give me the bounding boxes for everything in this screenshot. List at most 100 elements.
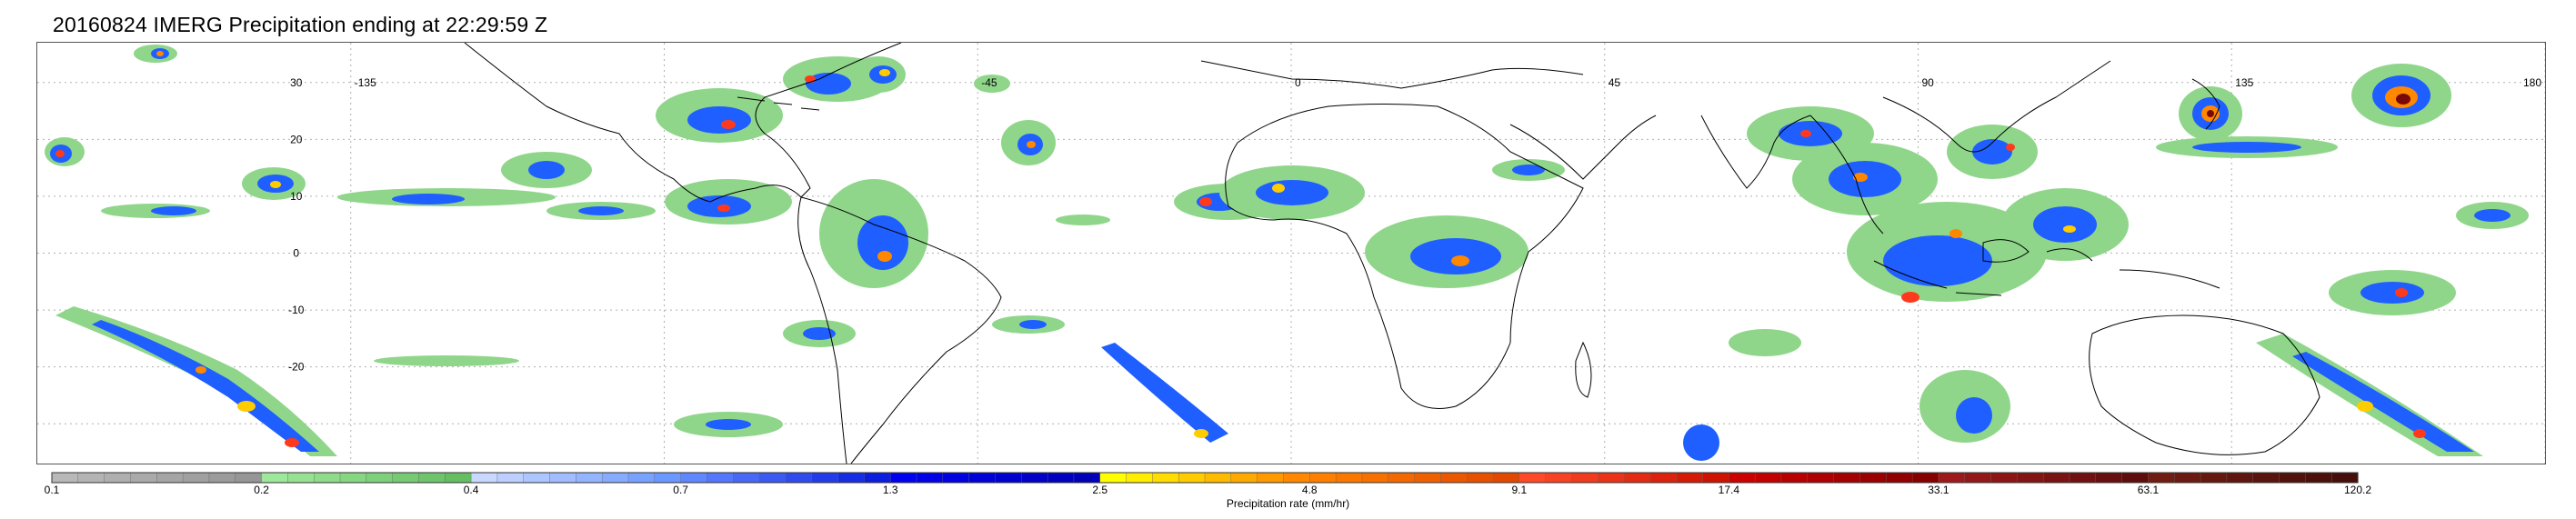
colorbar-tick-label: 0.7 bbox=[673, 484, 688, 496]
colorbar-swatch bbox=[1178, 472, 1206, 484]
colorbar-tick-label: 17.4 bbox=[1719, 484, 1740, 496]
colorbar-swatch bbox=[680, 472, 708, 484]
colorbar-swatch bbox=[707, 472, 734, 484]
longitude-label: 0 bbox=[1295, 76, 1301, 89]
colorbar-swatch bbox=[968, 472, 997, 484]
longitude-label: 45 bbox=[1609, 76, 1621, 89]
colorbar-swatch bbox=[445, 472, 472, 484]
colorbar-swatch bbox=[2069, 472, 2097, 484]
colorbar-swatch bbox=[1964, 472, 1992, 484]
colorbar-tick-labels: 0.1 0.2 0.4 0.7 1.3 2.5 4.8 9.1 17.4 33.1 63.1 120.… bbox=[45, 484, 2372, 496]
colorbar-swatch bbox=[1257, 472, 1285, 484]
colorbar-swatch bbox=[182, 472, 210, 484]
colorbar-tick-label: 1.3 bbox=[883, 484, 898, 496]
colorbar-swatch bbox=[208, 472, 236, 484]
latitude-label: 30 bbox=[290, 76, 303, 89]
colorbar-swatch bbox=[1676, 472, 1704, 484]
longitude-label: 90 bbox=[1922, 76, 1935, 89]
colorbar-swatch bbox=[104, 472, 132, 484]
colorbar-swatch bbox=[1754, 472, 1782, 484]
colorbar-swatch bbox=[1519, 472, 1547, 484]
colorbar-swatches bbox=[51, 472, 2359, 484]
colorbar-swatch bbox=[942, 472, 970, 484]
colorbar-swatch bbox=[496, 472, 525, 484]
colorbar-swatch bbox=[1099, 472, 1128, 484]
colorbar-swatch bbox=[418, 472, 446, 484]
map-title: 20160824 IMERG Precipitation ending at 2… bbox=[53, 13, 548, 36]
colorbar-swatch bbox=[654, 472, 682, 484]
colorbar-swatch bbox=[1833, 472, 1861, 484]
colorbar-swatch bbox=[2042, 472, 2070, 484]
colorbar-swatch bbox=[1335, 472, 1363, 484]
colorbar-swatch bbox=[366, 472, 394, 484]
colorbar-swatch bbox=[733, 472, 760, 484]
colorbar-swatch bbox=[156, 472, 184, 484]
colorbar-swatch bbox=[2330, 472, 2359, 484]
colorbar-swatch bbox=[313, 472, 341, 484]
colorbar-swatch bbox=[1702, 472, 1729, 484]
colorbar-swatch bbox=[627, 472, 656, 484]
colorbar-swatch bbox=[1623, 472, 1651, 484]
colorbar-tick-label: 63.1 bbox=[2138, 484, 2160, 496]
colorbar-swatch bbox=[1598, 472, 1625, 484]
colorbar-swatch bbox=[1152, 472, 1179, 484]
colorbar-swatch bbox=[2095, 472, 2123, 484]
colorbar-outline bbox=[51, 472, 2359, 484]
colorbar-swatch bbox=[2305, 472, 2332, 484]
colorbar-swatch bbox=[995, 472, 1022, 484]
colorbar-swatch bbox=[2148, 472, 2175, 484]
longitude-label: -135 bbox=[355, 76, 376, 89]
colorbar-swatch bbox=[1204, 472, 1232, 484]
colorbar-swatch bbox=[523, 472, 551, 484]
colorbar-swatch bbox=[2252, 472, 2280, 484]
colorbar-swatch bbox=[2200, 472, 2228, 484]
colorbar-tick-label: 0.1 bbox=[45, 484, 60, 496]
latitude-label: -20 bbox=[288, 361, 305, 374]
colorbar-swatch bbox=[1230, 472, 1258, 484]
colorbar-swatch bbox=[1414, 472, 1441, 484]
colorbar-swatch bbox=[1990, 472, 2018, 484]
latitude-label: 20 bbox=[290, 133, 303, 145]
colorbar-swatch bbox=[758, 472, 787, 484]
colorbar-tick-label: 4.8 bbox=[1302, 484, 1318, 496]
colorbar-swatch bbox=[1886, 472, 1913, 484]
colorbar-swatch bbox=[601, 472, 629, 484]
colorbar-swatch bbox=[889, 472, 917, 484]
colorbar-tick-label: 9.1 bbox=[1511, 484, 1527, 496]
colorbar-swatch bbox=[261, 472, 288, 484]
colorbar-swatch bbox=[811, 472, 839, 484]
colorbar-swatch bbox=[916, 472, 944, 484]
latitude-label: 0 bbox=[293, 247, 299, 260]
longitude-label: -45 bbox=[981, 76, 997, 89]
colorbar-swatch bbox=[1649, 472, 1678, 484]
colorbar-swatch bbox=[2017, 472, 2044, 484]
precipitation-map[interactable]: 30 20 10 0 -10 -20 -135 -45 0 45 90 135 180 bbox=[36, 42, 2546, 464]
map-canvas[interactable]: 30 20 10 0 -10 -20 -135 -45 0 45 90 135 180 bbox=[37, 43, 2545, 464]
latitude-label: 10 bbox=[290, 190, 303, 203]
colorbar-swatch bbox=[1780, 472, 1809, 484]
colorbar-swatch bbox=[1126, 472, 1153, 484]
colorbar-swatch bbox=[1073, 472, 1101, 484]
colorbar-tick-label: 0.2 bbox=[254, 484, 269, 496]
longitude-label: 135 bbox=[2235, 76, 2253, 89]
colorbar-swatch bbox=[576, 472, 603, 484]
graticule bbox=[37, 43, 2545, 464]
colorbar-label: Precipitation rate (mm/hr) bbox=[1226, 497, 1350, 510]
colorbar-swatch bbox=[1545, 472, 1573, 484]
colorbar-swatch bbox=[1283, 472, 1310, 484]
colorbar-swatch bbox=[235, 472, 263, 484]
colorbar-swatch bbox=[1466, 472, 1494, 484]
colorbar-swatch bbox=[77, 472, 105, 484]
colorbar-swatch bbox=[287, 472, 315, 484]
colorbar-swatch bbox=[1021, 472, 1048, 484]
colorbar-swatch bbox=[1859, 472, 1887, 484]
colorbar-swatch bbox=[837, 472, 865, 484]
colorbar-swatch bbox=[130, 472, 157, 484]
colorbar-swatch bbox=[2121, 472, 2150, 484]
colorbar-swatch bbox=[1807, 472, 1835, 484]
colorbar-tick-label: 0.4 bbox=[464, 484, 479, 496]
colorbar-swatch bbox=[549, 472, 576, 484]
colorbar-swatch bbox=[864, 472, 891, 484]
coastlines bbox=[464, 43, 2320, 464]
colorbar-swatch bbox=[785, 472, 813, 484]
